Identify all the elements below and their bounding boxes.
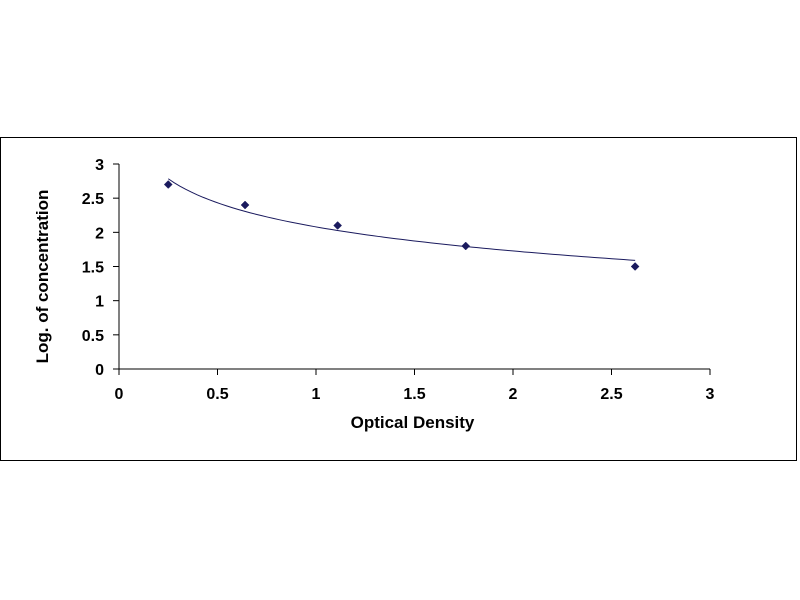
- data-point: [240, 200, 250, 210]
- y-tick-label: 2: [95, 225, 104, 242]
- fit-curve-layer: [167, 178, 636, 261]
- labels-layer: 0 0.5 1 1.5 2 2.5 3 0 0.5 1 1.5 2 2.5 3 Optical Densit…: [33, 157, 715, 432]
- data-point: [461, 241, 471, 251]
- y-tick-label: 1: [95, 294, 104, 311]
- y-tick-label: 0: [95, 362, 104, 379]
- x-tick-label: 2: [509, 386, 518, 403]
- x-tick-label: 2.5: [600, 386, 622, 403]
- axes: [113, 163, 711, 375]
- y-tick-label: 1.5: [82, 260, 104, 277]
- chart-frame: 0 0.5 1 1.5 2 2.5 3 0 0.5 1 1.5 2 2.5 3 Optical Densit…: [0, 137, 797, 461]
- data-point: [333, 221, 343, 230]
- y-axis-title: Log. of concentration: [33, 190, 52, 364]
- y-tick-label: 3: [95, 157, 104, 174]
- y-tick-label: 0.5: [82, 328, 104, 345]
- data-points-layer: [163, 180, 640, 271]
- x-axis-title: Optical Density: [351, 413, 475, 432]
- x-tick-label: 1.5: [403, 386, 425, 403]
- x-tick-label: 1: [312, 386, 321, 403]
- fit-curve: [167, 178, 636, 261]
- x-tick-label: 0: [115, 386, 124, 403]
- x-tick-label: 3: [706, 386, 715, 403]
- x-tick-label: 0.5: [206, 386, 228, 403]
- data-point: [163, 180, 173, 189]
- chart-svg: 0 0.5 1 1.5 2 2.5 3 0 0.5 1 1.5 2 2.5 3 Optical Densit…: [33, 157, 715, 432]
- data-point: [630, 262, 640, 271]
- y-tick-label: 2.5: [82, 191, 104, 208]
